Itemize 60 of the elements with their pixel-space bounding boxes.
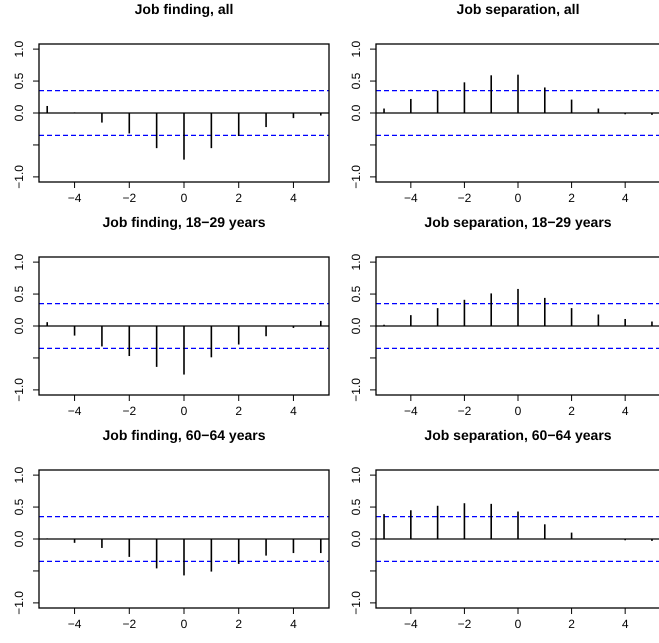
x-tick-label: 0 (514, 617, 522, 631)
x-tick-label: −2 (458, 404, 472, 418)
x-tick-label: 4 (622, 404, 629, 418)
x-tick-label: −2 (458, 617, 472, 631)
y-tick-label: 0.0 (12, 104, 26, 122)
x-tick-label: 4 (290, 617, 298, 631)
x-tick-label: 2 (235, 404, 242, 418)
chart-title: Job finding, 18−29 years (102, 214, 266, 230)
y-tick-label: −1.0 (349, 164, 363, 189)
y-tick-label: 0.0 (349, 317, 363, 334)
y-tick-label: 0.0 (349, 530, 363, 548)
y-tick-label: 0.5 (349, 72, 363, 90)
y-tick-label: 1.0 (12, 40, 26, 58)
y-tick-label: 0.0 (12, 530, 26, 548)
y-tick-label: 1.0 (12, 253, 26, 270)
x-tick-label: 2 (568, 404, 576, 418)
chart-title: Job finding, 60−64 years (102, 427, 266, 443)
x-tick-label: −2 (122, 404, 136, 418)
x-tick-label: −4 (68, 404, 82, 418)
y-tick-label: 0.5 (349, 498, 363, 516)
x-tick-label: 2 (568, 191, 576, 205)
x-tick-label: 0 (180, 617, 188, 631)
x-tick-label: 4 (290, 191, 298, 205)
y-tick-label: 1.0 (349, 466, 363, 484)
x-tick-label: −4 (404, 617, 418, 631)
x-tick-label: −2 (458, 191, 472, 205)
x-tick-label: 0 (180, 191, 188, 205)
x-tick-label: 4 (622, 191, 629, 205)
x-tick-label: 2 (235, 191, 242, 205)
y-tick-label: −1.0 (12, 164, 26, 189)
y-tick-label: −1.0 (349, 378, 363, 402)
y-tick-label: −1.0 (12, 378, 26, 402)
x-tick-label: 4 (290, 404, 298, 418)
x-tick-label: 2 (235, 617, 242, 631)
y-tick-label: 1.0 (349, 40, 363, 58)
x-tick-label: −4 (404, 191, 418, 205)
y-tick-label: −1.0 (12, 590, 26, 615)
y-tick-label: −1.0 (349, 590, 363, 615)
x-tick-label: −2 (122, 617, 136, 631)
x-tick-label: 0 (514, 191, 522, 205)
chart-title: Job finding, all (134, 1, 234, 17)
x-tick-label: −4 (404, 404, 418, 418)
y-tick-label: 0.5 (12, 285, 26, 302)
x-tick-label: −4 (68, 191, 82, 205)
x-tick-label: −4 (68, 617, 82, 631)
x-tick-label: 4 (622, 617, 629, 631)
x-tick-label: 2 (568, 617, 576, 631)
y-tick-label: 0.5 (12, 498, 26, 516)
chart-title: Job separation, all (456, 1, 580, 17)
y-tick-label: 1.0 (12, 466, 26, 484)
chart-title: Job separation, 18−29 years (424, 214, 612, 230)
chart-title: Job separation, 60−64 years (424, 427, 612, 443)
y-tick-label: 0.0 (12, 317, 26, 334)
y-tick-label: 0.5 (12, 72, 26, 90)
x-tick-label: −2 (122, 191, 136, 205)
x-tick-label: 0 (514, 404, 522, 418)
y-tick-label: 0.5 (349, 285, 363, 302)
y-tick-label: 1.0 (349, 253, 363, 270)
y-tick-label: 0.0 (349, 104, 363, 122)
x-tick-label: 0 (180, 404, 188, 418)
